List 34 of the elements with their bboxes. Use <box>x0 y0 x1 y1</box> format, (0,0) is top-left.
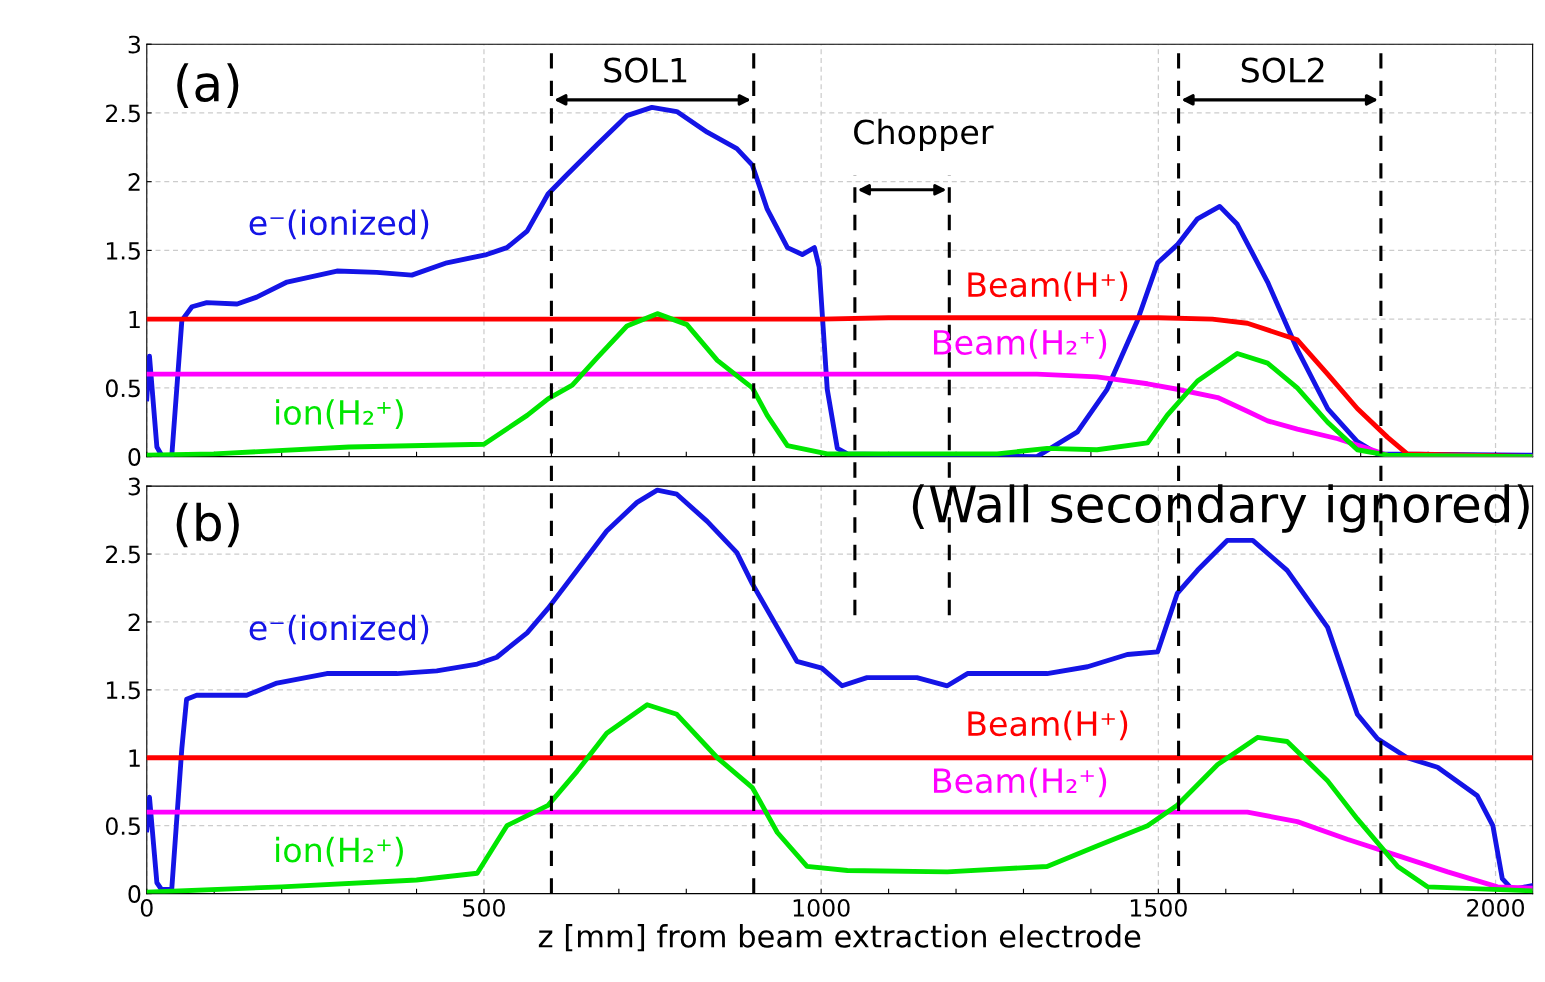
y-tick-label: 3 <box>128 477 141 496</box>
y-tick-label: 0 <box>128 885 141 903</box>
series-label: Beam(H₂⁺) <box>933 767 1107 798</box>
series-label: e⁻(ionized) <box>249 209 429 240</box>
y-tick-label: 2.5 <box>106 104 140 123</box>
y-tick-label: 3 <box>128 35 141 54</box>
series-label: ion(H₂⁺) <box>276 836 403 867</box>
series-label: e⁻(ionized) <box>249 614 429 645</box>
y-tick-label: 0 <box>128 448 141 466</box>
x-tick-label: 500 <box>463 898 505 917</box>
line-series <box>146 809 1533 891</box>
x-tick-label: 1000 <box>793 898 850 917</box>
series-label: Beam(H₂⁺) <box>933 329 1107 359</box>
annotation: (b) <box>176 502 239 548</box>
annotation: (a) <box>177 63 239 108</box>
series-label: ion(H₂⁺) <box>276 399 403 429</box>
y-tick-label: 2.5 <box>106 545 140 564</box>
series-label: Beam(H⁺) <box>968 271 1128 302</box>
x-tick-label: 2000 <box>1467 898 1525 917</box>
series-label: Beam(H⁺) <box>968 710 1128 741</box>
y-tick-label: 0.5 <box>105 379 140 398</box>
y-tick-label: 0.5 <box>105 817 140 835</box>
y-tick-label: 1 <box>129 310 140 329</box>
y-tick-label: 2 <box>128 173 140 191</box>
y-tick-label: 1 <box>129 749 140 767</box>
x-tick-label: 1500 <box>1130 898 1187 917</box>
x-axis-title: z [mm] from beam extraction electrode <box>538 924 1141 952</box>
annotation: SOL2 <box>1241 57 1324 83</box>
annotation: (Wall secondary ignored) <box>912 484 1529 533</box>
annotation: Chopper <box>854 118 994 152</box>
annotation: SOL1 <box>604 57 687 83</box>
y-tick-label: 2 <box>128 613 140 631</box>
y-tick-label: 1.5 <box>106 681 140 700</box>
y-tick-label: 1.5 <box>106 242 140 260</box>
